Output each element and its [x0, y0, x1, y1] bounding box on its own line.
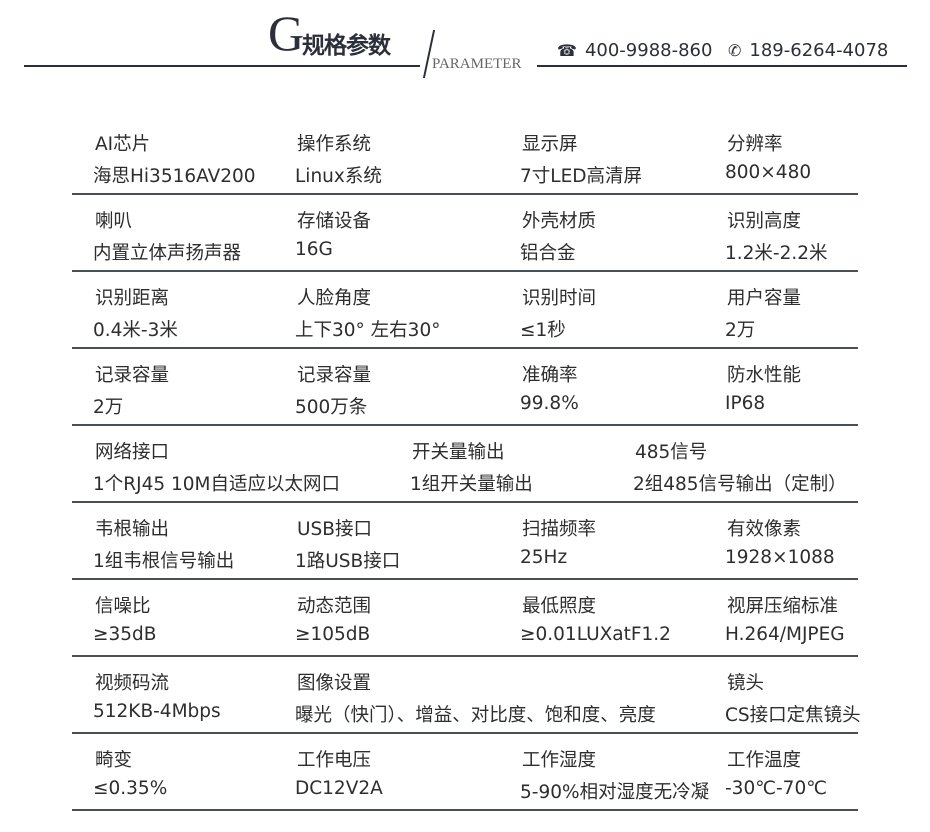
row-divider	[72, 270, 858, 272]
spec-value: Linux系统	[295, 166, 382, 187]
spec-value: 铝合金	[520, 243, 576, 264]
row-divider	[72, 424, 858, 426]
phone-2: ✆ 189-6264-4078	[728, 40, 888, 61]
spec-label: 扫描频率	[522, 519, 597, 540]
spec-value: 2万	[725, 320, 756, 341]
spec-value: 1组韦根信号输出	[93, 551, 235, 572]
spec-value: DC12V2A	[295, 778, 383, 799]
spec-label: 用户容量	[727, 288, 802, 309]
spec-value: 1928×1088	[725, 547, 835, 568]
spec-value: 1.2米-2.2米	[725, 243, 828, 264]
row-divider	[72, 655, 858, 657]
spec-label: 网络接口	[95, 442, 170, 463]
spec-value: ≥0.01LUXatF1.2	[520, 624, 671, 645]
spec-label: USB接口	[297, 519, 372, 540]
spec-value: CS接口定焦镜头	[725, 705, 861, 726]
row-divider	[72, 501, 858, 503]
spec-label: 防水性能	[727, 365, 802, 386]
spec-value: 16G	[295, 239, 333, 260]
spec-label: 485信号	[635, 442, 708, 463]
spec-label: 存储设备	[297, 211, 372, 232]
spec-value: 1个RJ45 10M自适应以太网口	[93, 474, 341, 495]
spec-value: 500万条	[295, 397, 368, 418]
spec-value: 7寸LED高清屏	[520, 166, 643, 187]
spec-value: 0.4米-3米	[93, 320, 178, 341]
spec-value: 25Hz	[520, 547, 568, 568]
telephone-icon: ☎	[557, 41, 577, 60]
spec-value: 曝光（快门）、增益、对比度、饱和度、亮度	[295, 705, 656, 726]
spec-value: 内置立体声扬声器	[93, 243, 242, 264]
spec-label: 识别高度	[727, 211, 802, 232]
spec-value: 2万	[93, 397, 124, 418]
spec-label: 图像设置	[297, 673, 372, 694]
spec-value: 1组开关量输出	[410, 474, 533, 495]
spec-value: ≤0.35%	[93, 778, 168, 799]
spec-value: 海思Hi3516AV200	[93, 166, 256, 187]
spec-label: 喇叭	[95, 211, 133, 232]
row-divider	[72, 732, 858, 734]
spec-label: 工作湿度	[522, 750, 597, 771]
spec-label: 有效像素	[727, 519, 802, 540]
spec-value: ≥105dB	[295, 624, 371, 645]
spec-label: 识别距离	[95, 288, 170, 309]
24h-phone-icon: ✆	[728, 41, 742, 60]
spec-label: 开关量输出	[412, 442, 505, 463]
row-divider	[72, 193, 858, 195]
spec-value: -30℃-70℃	[725, 778, 827, 799]
row-divider	[72, 578, 858, 580]
phone-2-number: 189-6264-4078	[749, 40, 889, 61]
phone-1-number: 400-9988-860	[584, 40, 713, 61]
spec-label: 信噪比	[95, 596, 151, 617]
spec-value: IP68	[725, 393, 766, 414]
spec-label: 记录容量	[297, 365, 372, 386]
spec-label: 识别时间	[522, 288, 597, 309]
spec-label: 准确率	[522, 365, 578, 386]
spec-value: 99.8%	[520, 393, 579, 414]
spec-label: 操作系统	[297, 134, 372, 155]
spec-label: 韦根输出	[95, 519, 170, 540]
spec-value: 512KB-4Mbps	[93, 701, 221, 722]
page-title: 规格参数	[302, 33, 391, 59]
header-rule-left	[24, 65, 420, 67]
spec-label: 镜头	[727, 673, 765, 694]
spec-value: 2组485信号输出（定制）	[633, 474, 847, 495]
spec-label: 显示屏	[522, 134, 578, 155]
row-divider	[72, 347, 858, 349]
spec-label: 视频码流	[95, 673, 170, 694]
spec-value: H.264/MJPEG	[725, 624, 845, 645]
title-letter: G	[268, 5, 305, 61]
spec-value: ≤1秒	[520, 320, 566, 341]
spec-label: 分辨率	[727, 134, 783, 155]
spec-value: 800×480	[725, 162, 812, 183]
spec-value: 5-90%相对湿度无冷凝	[520, 782, 710, 803]
phone-1: ☎ 400-9988-860	[557, 40, 712, 61]
spec-label: 人脸角度	[297, 288, 372, 309]
row-divider	[72, 809, 858, 811]
spec-value: 1路USB接口	[295, 551, 401, 572]
page-subtitle: PARAMETER	[432, 56, 522, 72]
spec-label: 工作电压	[297, 750, 372, 771]
spec-label: 畸变	[95, 750, 133, 771]
spec-value: ≥35dB	[93, 624, 157, 645]
spec-label: 外壳材质	[522, 211, 597, 232]
spec-label: 工作温度	[727, 750, 802, 771]
spec-label: AI芯片	[95, 134, 151, 155]
spec-value: 上下30° 左右30°	[295, 320, 441, 341]
spec-label: 记录容量	[95, 365, 170, 386]
spec-label: 视屏压缩标准	[727, 596, 839, 617]
spec-label: 动态范围	[297, 596, 372, 617]
header-rule-right	[537, 65, 907, 67]
spec-label: 最低照度	[522, 596, 597, 617]
